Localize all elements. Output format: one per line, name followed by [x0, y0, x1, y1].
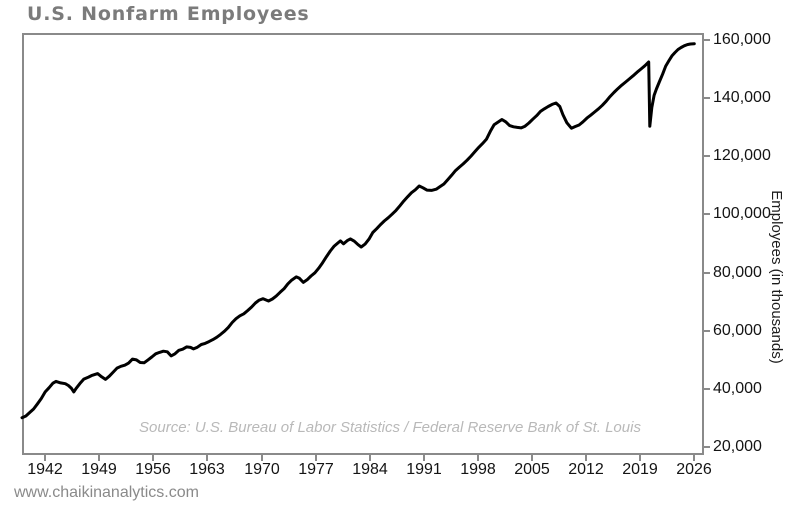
x-tick-mark — [315, 455, 317, 461]
x-tick-label: 2019 — [622, 461, 658, 478]
y-tick-label: 160,000 — [713, 31, 771, 48]
y-axis-title: Employees (in thousands) — [768, 190, 785, 364]
y-tick-label: 100,000 — [713, 205, 771, 222]
x-tick-label: 2005 — [514, 461, 550, 478]
y-tick-mark — [704, 272, 710, 274]
plot-area — [22, 33, 704, 455]
source-note: Source: U.S. Bureau of Labor Statistics … — [139, 419, 641, 436]
x-tick-mark — [693, 455, 695, 461]
x-tick-mark — [261, 455, 263, 461]
x-tick-mark — [639, 455, 641, 461]
y-tick-label: 40,000 — [713, 380, 762, 397]
chart-title: U.S. Nonfarm Employees — [27, 3, 310, 25]
x-tick-label: 1949 — [81, 461, 117, 478]
x-tick-label: 1984 — [352, 461, 388, 478]
y-tick-label: 20,000 — [713, 438, 762, 455]
y-tick-mark — [704, 330, 710, 332]
y-tick-mark — [704, 155, 710, 157]
y-tick-mark — [704, 213, 710, 215]
x-tick-mark — [206, 455, 208, 461]
x-tick-mark — [477, 455, 479, 461]
x-tick-mark — [152, 455, 154, 461]
x-tick-label: 2012 — [568, 461, 604, 478]
x-tick-mark — [423, 455, 425, 461]
x-tick-mark — [44, 455, 46, 461]
x-tick-mark — [98, 455, 100, 461]
x-tick-label: 1998 — [460, 461, 496, 478]
x-tick-label: 1956 — [135, 461, 171, 478]
y-tick-label: 60,000 — [713, 322, 762, 339]
y-tick-label: 120,000 — [713, 147, 771, 164]
x-tick-mark — [531, 455, 533, 461]
y-tick-mark — [704, 446, 710, 448]
x-tick-mark — [585, 455, 587, 461]
y-tick-mark — [704, 39, 710, 41]
x-tick-label: 2026 — [676, 461, 712, 478]
x-tick-label: 1963 — [189, 461, 225, 478]
y-tick-mark — [704, 97, 710, 99]
y-tick-label: 140,000 — [713, 89, 771, 106]
x-tick-label: 1942 — [27, 461, 63, 478]
x-tick-mark — [369, 455, 371, 461]
footer-url: www.chaikinanalytics.com — [14, 484, 199, 501]
x-tick-label: 1977 — [298, 461, 334, 478]
x-tick-label: 1991 — [406, 461, 442, 478]
y-tick-label: 80,000 — [713, 264, 762, 281]
x-tick-label: 1970 — [244, 461, 280, 478]
y-tick-mark — [704, 388, 710, 390]
